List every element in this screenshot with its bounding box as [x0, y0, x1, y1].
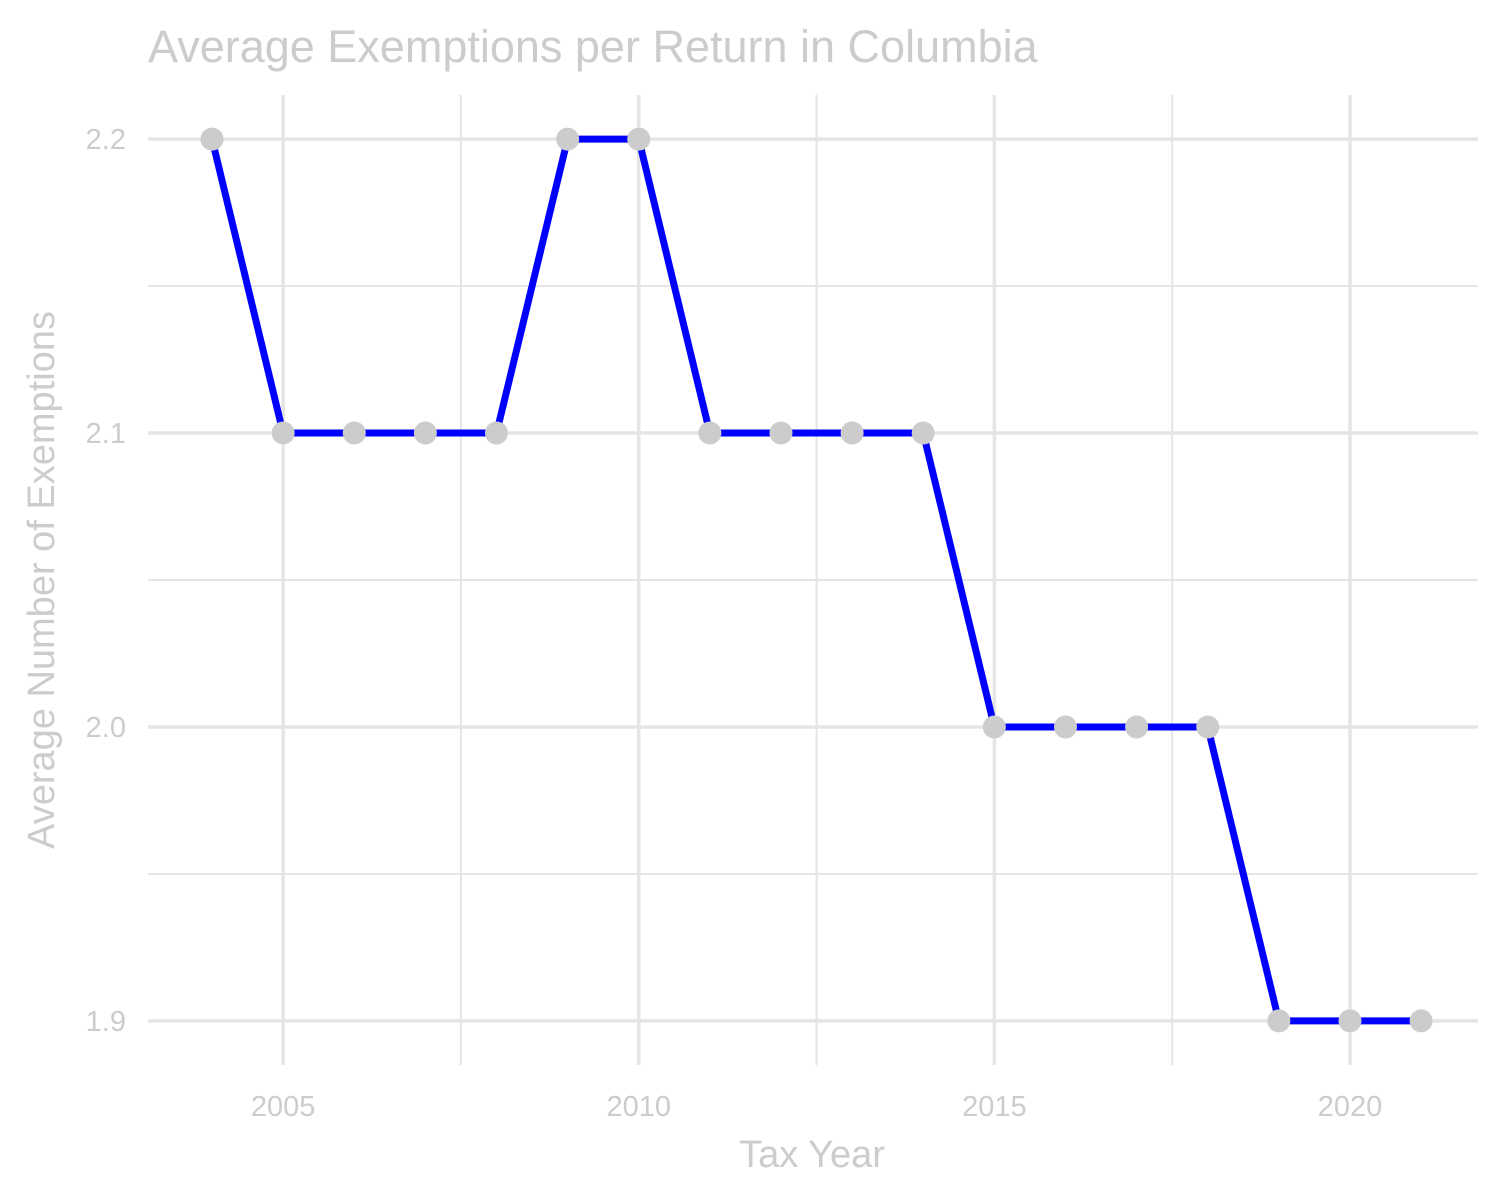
- y-tick-label: 2.1: [86, 418, 126, 450]
- x-tick-label: 2015: [962, 1091, 1027, 1123]
- data-point: [1338, 1009, 1362, 1033]
- data-point: [413, 421, 437, 445]
- data-point: [769, 421, 793, 445]
- series-line: [208, 135, 1422, 1025]
- data-points-layer: [200, 127, 1433, 1033]
- data-point: [556, 127, 580, 151]
- data-point: [1409, 1009, 1433, 1033]
- x-tick-label: 2005: [251, 1091, 316, 1123]
- series-line-layer: [208, 135, 1422, 1025]
- data-point: [1125, 715, 1149, 739]
- data-point: [840, 421, 864, 445]
- data-point: [1267, 1009, 1291, 1033]
- grid-layer: [148, 95, 1478, 1065]
- y-tick-label: 2.0: [86, 712, 126, 744]
- chart-title: Average Exemptions per Return in Columbi…: [148, 21, 1039, 72]
- x-tick-label: 2010: [606, 1091, 671, 1123]
- tick-label-layer: 2005 2010 2015 2020 1.9 2.0 2.1 2.2: [86, 124, 1383, 1123]
- data-point: [698, 421, 722, 445]
- data-point: [982, 715, 1006, 739]
- data-point: [271, 421, 295, 445]
- data-point: [485, 421, 509, 445]
- y-axis-title: Average Number of Exemptions: [21, 311, 63, 849]
- y-tick-label: 1.9: [86, 1006, 126, 1038]
- data-point: [627, 127, 651, 151]
- y-tick-label: 2.2: [86, 124, 126, 156]
- data-point: [1196, 715, 1220, 739]
- data-point: [1053, 715, 1077, 739]
- x-tick-label: 2020: [1318, 1091, 1383, 1123]
- data-point: [342, 421, 366, 445]
- x-axis-title: Tax Year: [739, 1134, 885, 1176]
- data-point: [200, 127, 224, 151]
- data-point: [911, 421, 935, 445]
